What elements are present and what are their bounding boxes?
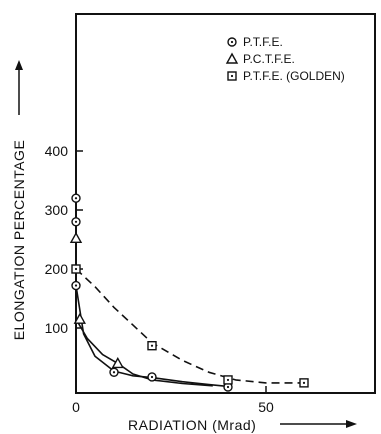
series-1-point-dot: [226, 385, 230, 389]
series-1-point-dot: [74, 284, 78, 287]
legend: P.T.F.E. P.C.T.F.E. P.T.F.E. (GOLDEN): [225, 35, 345, 83]
series-3-point-dot: [302, 381, 306, 384]
series-1-curve: [75, 285, 229, 388]
series-2-point: [111, 356, 124, 369]
series-1-point-dot: [74, 220, 78, 223]
x-tick-label: 0: [72, 399, 80, 415]
y-axis-label: ELONGATION PERCENTAGE: [11, 140, 27, 341]
x-axis-arrow-head: [346, 420, 357, 428]
y-axis-arrow-head: [15, 60, 23, 70]
x-axis-label: RADIATION (Mrad): [128, 417, 256, 433]
series-curves: [75, 268, 304, 388]
series-2-point: [69, 231, 83, 244]
x-axis-ticks: 0 50: [72, 386, 274, 415]
y-tick-label: 300: [45, 202, 69, 218]
legend-marker-1-dot: [230, 40, 234, 44]
legend-marker-2: [225, 52, 239, 64]
series-2-point: [73, 312, 86, 324]
series-3-curve: [75, 268, 304, 384]
series-3-point-dot: [226, 378, 230, 382]
y-axis-title: ELONGATION PERCENTAGE: [11, 60, 27, 340]
series-1-point-dot: [150, 375, 154, 379]
legend-marker-3-dot: [230, 74, 234, 78]
legend-label-3: P.T.F.E. (GOLDEN): [243, 69, 345, 83]
y-tick-label: 100: [45, 320, 69, 336]
y-axis-ticks: 100 200 300 400: [45, 143, 83, 336]
series-1-point-dot: [74, 197, 78, 200]
legend-label-1: P.T.F.E.: [243, 35, 283, 49]
y-tick-label: 200: [45, 261, 69, 277]
series-points: [69, 193, 309, 392]
series-3-point-dot: [74, 267, 78, 271]
series-2-curve: [75, 318, 213, 387]
plot-frame: [75, 13, 376, 394]
series-1-point-dot: [112, 371, 116, 374]
legend-label-2: P.C.T.F.E.: [243, 52, 295, 66]
y-tick-label: 400: [45, 143, 69, 159]
x-tick-label: 50: [258, 399, 274, 415]
series-3-point-dot: [150, 344, 154, 347]
